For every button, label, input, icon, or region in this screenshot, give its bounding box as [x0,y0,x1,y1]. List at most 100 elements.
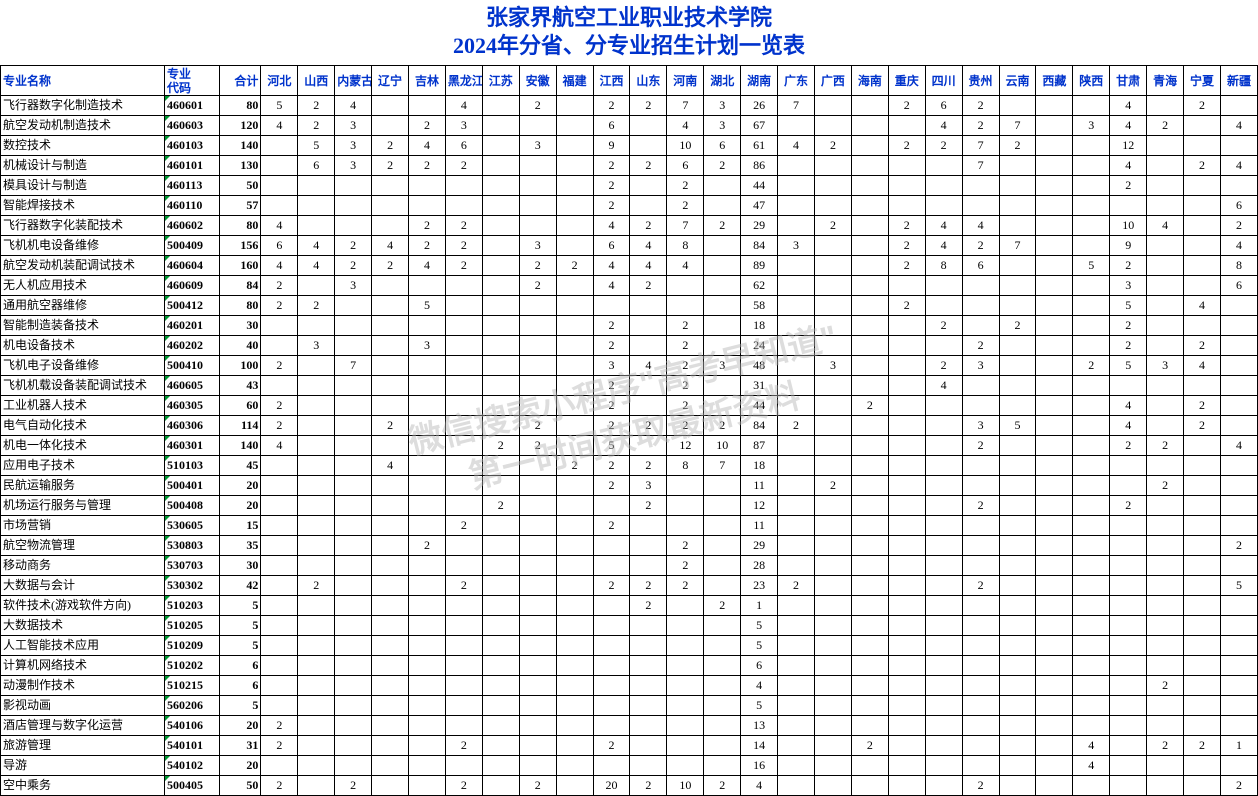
header-major-code: 专业代码 [165,66,220,96]
major-code-cell: 510205 [165,616,220,636]
province-cell [556,416,593,436]
province-cell [556,476,593,496]
province-cell [482,636,519,656]
province-cell [925,596,962,616]
province-cell [778,176,815,196]
province-cell [556,236,593,256]
province-cell [409,696,446,716]
province-cell [1036,776,1073,796]
province-cell [445,556,482,576]
province-cell [519,536,556,556]
province-cell: 2 [704,416,741,436]
province-cell [335,396,372,416]
province-cell [556,396,593,416]
header-province-21: 西藏 [1036,66,1073,96]
province-cell [372,756,409,776]
province-cell [1036,296,1073,316]
province-cell [814,536,851,556]
province-cell [261,176,298,196]
province-cell [1147,236,1184,256]
province-cell [1220,636,1257,656]
province-cell: 10 [667,136,704,156]
province-cell [667,736,704,756]
province-cell: 2 [445,736,482,756]
province-cell [372,296,409,316]
province-cell [814,656,851,676]
province-cell [704,196,741,216]
province-cell [814,156,851,176]
total-cell: 5 [220,616,261,636]
province-cell: 2 [1184,396,1221,416]
header-province-24: 青海 [1147,66,1184,96]
province-cell [593,616,630,636]
province-cell [261,376,298,396]
province-cell [851,476,888,496]
header-province-22: 陕西 [1073,66,1110,96]
province-cell [1184,556,1221,576]
province-cell [1073,136,1110,156]
major-code-cell: 560206 [165,696,220,716]
province-cell: 2 [372,256,409,276]
province-cell [556,696,593,716]
province-cell [630,176,667,196]
province-cell [445,636,482,656]
major-code-cell: 460113 [165,176,220,196]
province-cell [409,356,446,376]
province-cell [482,216,519,236]
province-cell [999,296,1036,316]
province-cell: 2 [372,416,409,436]
province-cell [888,656,925,676]
province-cell [409,676,446,696]
province-cell: 2 [704,156,741,176]
province-cell [1147,96,1184,116]
province-cell [482,536,519,556]
province-cell [1036,376,1073,396]
province-cell: 2 [1110,256,1147,276]
province-cell [999,196,1036,216]
province-cell [888,336,925,356]
province-cell: 2 [630,276,667,296]
total-cell: 140 [220,136,261,156]
province-cell: 4 [1184,296,1221,316]
province-cell [814,456,851,476]
province-cell [962,176,999,196]
province-cell [482,396,519,416]
province-cell [593,536,630,556]
province-cell: 4 [261,436,298,456]
total-cell: 45 [220,456,261,476]
province-cell [1184,596,1221,616]
province-cell [1036,336,1073,356]
province-cell [335,296,372,316]
total-cell: 156 [220,236,261,256]
province-cell [1184,696,1221,716]
province-cell [298,676,335,696]
province-cell [1036,196,1073,216]
province-cell: 12 [1110,136,1147,156]
province-cell: 3 [335,276,372,296]
province-cell [814,256,851,276]
province-cell [851,216,888,236]
province-cell [1147,416,1184,436]
province-cell: 4 [667,116,704,136]
province-cell: 4 [445,96,482,116]
province-cell [1220,316,1257,336]
province-cell [409,456,446,476]
province-cell: 2 [593,316,630,336]
province-cell [814,756,851,776]
province-cell: 2 [925,356,962,376]
province-cell [888,556,925,576]
province-cell [409,736,446,756]
province-cell [925,716,962,736]
province-cell [1184,376,1221,396]
province-cell: 2 [1184,156,1221,176]
province-cell: 2 [630,156,667,176]
province-cell: 2 [335,776,372,796]
major-code-cell: 510215 [165,676,220,696]
province-cell [335,316,372,336]
province-cell: 2 [667,176,704,196]
province-cell: 89 [741,256,778,276]
province-cell [372,556,409,576]
province-cell [630,716,667,736]
province-cell: 2 [1147,476,1184,496]
province-cell [814,736,851,756]
